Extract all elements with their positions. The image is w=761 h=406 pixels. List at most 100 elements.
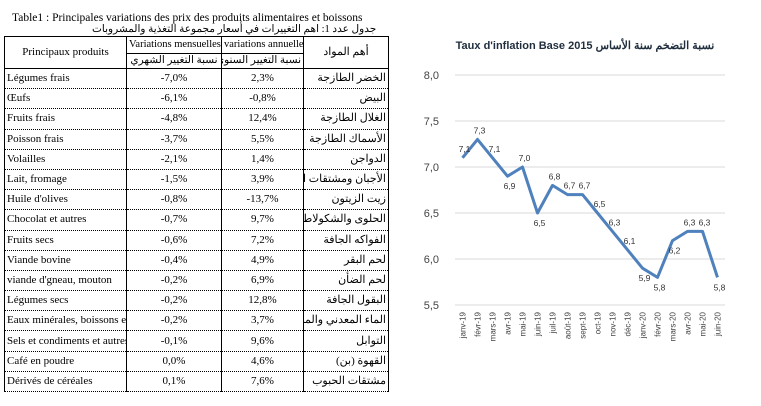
annual-variation-cell: 3,9%: [221, 168, 304, 191]
table-row: Sels et condiments et autres -0,1% 9,6% الت…: [4, 330, 389, 352]
product-name-cell: Huile d'olives: [4, 189, 127, 211]
x-tick-label: juil-19: [549, 311, 558, 334]
data-label: 6,5: [594, 199, 606, 209]
data-label: 6,7: [579, 181, 591, 191]
table-row: Poisson frais -3,7% 5,5% الأسماك الطازجة: [4, 128, 389, 150]
data-label: 7,3: [474, 125, 486, 135]
annual-variation-cell: 7,6%: [221, 370, 304, 393]
inflation-line-chart: Taux d'inflation Base 2015 نسبة التضخم س…: [400, 0, 761, 401]
monthly-variation-cell: -0,4%: [126, 249, 222, 271]
x-tick-label: avr-20: [684, 311, 693, 334]
x-tick-label: avr-19: [504, 311, 513, 334]
chart-title: Taux d'inflation Base 2015 نسبة التضخم س…: [456, 38, 715, 52]
annual-variation-cell: 1,4%: [221, 148, 304, 170]
annual-variation-cell: 7,2%: [221, 229, 304, 251]
product-name-cell: Volailles: [4, 148, 127, 170]
monthly-variation-cell: 0,0%: [126, 350, 222, 372]
product-name-arabic-cell: الأجبان ومشتقات الحليب: [303, 168, 389, 191]
data-label: 5,8: [654, 282, 666, 292]
product-name-cell: Lait, fromage: [4, 168, 127, 191]
header-monthly-arabic: نسبة التغيير الشهري: [126, 53, 222, 69]
y-tick-label: 6,0: [424, 254, 439, 266]
table-row: Viande bovine -0,4% 4,9% لحم البقر: [4, 249, 389, 271]
data-label: 6,9: [504, 181, 516, 191]
x-tick-label: sept-19: [579, 311, 588, 338]
table-row: Huile d'olives -0,8% -13,7% زيت الزيتون: [4, 189, 389, 211]
data-label: 6,3: [684, 217, 696, 227]
product-name-cell: Dérivés de céréales: [4, 370, 127, 393]
monthly-variation-cell: -0,2%: [126, 290, 222, 312]
chart-background: [400, 0, 761, 401]
product-name-arabic-cell: مشتقات الحبوب: [303, 370, 389, 393]
annual-variation-cell: 5,5%: [221, 128, 304, 150]
monthly-variation-cell: -6,1%: [126, 88, 222, 110]
table-row: Légumes frais -7,0% 2,3% الخضر الطازجة: [4, 67, 389, 90]
product-name-cell: Légumes secs: [4, 290, 127, 312]
product-name-cell: Œufs: [4, 88, 127, 110]
price-variations-table: Principaux produits Variations mensuelle…: [4, 36, 389, 393]
product-name-arabic-cell: الخضر الطازجة: [303, 67, 389, 90]
data-labels: 7,17,37,16,97,06,56,86,7 6,76,56,36,15,95…: [459, 125, 726, 292]
product-name-arabic-cell: الماء المعدني والمشروبات الغ: [303, 310, 389, 332]
data-label: 7,1: [489, 144, 501, 154]
header-monthly: Variations mensuelles: [126, 36, 222, 54]
table-row: viande d'gneau, mouton -0,2% 6,9% لحم الضأن: [4, 269, 389, 292]
monthly-variation-cell: -0,2%: [126, 269, 222, 292]
data-label: 5,8: [714, 282, 726, 292]
data-label: 5,9: [639, 273, 651, 283]
product-name-cell: Sels et condiments et autres: [4, 330, 127, 352]
product-name-cell: viande d'gneau, mouton: [4, 269, 127, 292]
table-row: Volailles -2,1% 1,4% الدواجن: [4, 148, 389, 170]
y-tick-label: 8,0: [424, 70, 439, 82]
table-caption: Table1 : Principales variations des prix…: [12, 12, 363, 24]
x-tick-label: juin-19: [534, 311, 543, 337]
x-tick-label: janv-19: [459, 311, 468, 339]
product-name-cell: Café en poudre: [4, 350, 127, 372]
data-label: 6,7: [564, 181, 576, 191]
data-label: 6,3: [699, 217, 711, 227]
x-tick-label: nov-19: [609, 311, 618, 336]
monthly-variation-cell: -0,8%: [126, 189, 222, 211]
header-product-arabic: أهم المواد: [303, 36, 389, 69]
product-name-cell: Fruits frais: [4, 108, 127, 130]
product-name-arabic-cell: البيض: [303, 88, 389, 110]
data-label: 6,1: [624, 236, 636, 246]
product-name-arabic-cell: القهوة (بن): [303, 350, 389, 372]
product-name-cell: Chocolat et autres: [4, 209, 127, 231]
inflation-chart-panel: Taux d'inflation Base 2015 نسبة التضخم س…: [400, 0, 761, 401]
data-label: 6,2: [669, 246, 681, 256]
table-row: Lait, fromage-1,5%3,9%الأجبان ومشتقات ال…: [4, 168, 389, 191]
table-row: Chocolat et autres -0,7% 9,7% الحلوى والشكو…: [4, 209, 389, 231]
table-caption-arabic: جدول عدد 1: اهم التغييرات في أسعار مجموع…: [92, 24, 377, 35]
table-row: Fruits secs -0,6% 7,2% الفواكه الجافة: [4, 229, 389, 251]
annual-variation-cell: -13,7%: [221, 189, 304, 211]
x-tick-label: déc-19: [624, 311, 633, 336]
product-name-cell: Légumes frais: [4, 67, 127, 90]
product-name-arabic-cell: التوابل: [303, 330, 389, 352]
table-row: Eaux minérales, boissons et j -0,2% 3,7% ال…: [4, 310, 389, 332]
annual-variation-cell: 4,6%: [221, 350, 304, 372]
header-annual-arabic: نسبة التغيير السنوي: [221, 53, 304, 69]
data-label: 7,1: [459, 144, 471, 154]
monthly-variation-cell: -4,8%: [126, 108, 222, 130]
monthly-variation-cell: -0,6%: [126, 229, 222, 251]
data-label: 6,5: [534, 218, 546, 228]
monthly-variation-cell: -0,1%: [126, 330, 222, 352]
x-tick-label: mars-20: [669, 311, 678, 341]
product-name-arabic-cell: البقول الجافة: [303, 290, 389, 312]
annual-variation-cell: 12,8%: [221, 290, 304, 312]
product-name-arabic-cell: الأسماك الطازجة: [303, 128, 389, 150]
y-tick-label: 5,5: [424, 300, 439, 312]
product-name-arabic-cell: زيت الزيتون: [303, 189, 389, 211]
product-name-cell: Poisson frais: [4, 128, 127, 150]
data-label: 6,8: [549, 171, 561, 181]
x-tick-label: juin-20: [714, 311, 723, 337]
annual-variation-cell: 3,7%: [221, 310, 304, 332]
product-name-arabic-cell: الغلال الطازجة: [303, 108, 389, 130]
y-tick-label: 6,5: [424, 208, 439, 220]
header-annual: variations annuelles: [221, 36, 304, 54]
table-row: Dérivés de céréales 0,1% 7,6% مشتقات الحبوب: [4, 370, 389, 393]
x-tick-label: févr-20: [654, 311, 663, 336]
y-tick-label: 7,0: [424, 162, 439, 174]
data-label: 6,3: [609, 217, 621, 227]
